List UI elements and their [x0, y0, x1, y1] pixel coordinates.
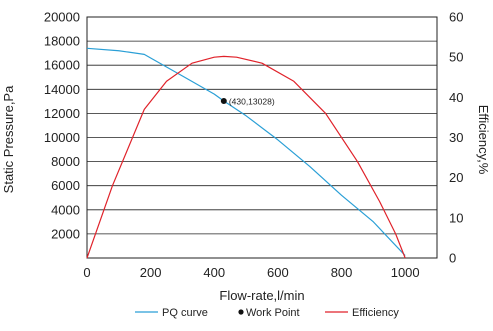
legend-efficiency-label: Efficiency: [352, 307, 399, 319]
work-point-marker: [220, 98, 227, 105]
y-tick-label: 12000: [44, 106, 80, 121]
y2-axis-label: Efficiency,%: [476, 105, 491, 175]
y2-tick-label: 20: [449, 170, 463, 185]
y2-tick-label: 60: [449, 10, 463, 25]
y-tick-label: 6000: [51, 178, 80, 193]
x-tick-label: 200: [140, 265, 162, 280]
y-tick-label: 20000: [44, 10, 80, 25]
y-tick-label: 18000: [44, 34, 80, 49]
x-tick-label: 800: [331, 265, 353, 280]
x-tick-label: 400: [203, 265, 225, 280]
y-tick-label: 8000: [51, 154, 80, 169]
legend: PQ curve Work Point Efficiency: [135, 307, 399, 319]
x-axis-label: Flow-rate,l/min: [219, 288, 304, 303]
y-tick-label: 16000: [44, 58, 80, 73]
y2-tick-label: 40: [449, 90, 463, 105]
x-tick-label: 600: [267, 265, 289, 280]
pq-curve-line: [86, 47, 406, 257]
label-layer: Flow-rate,l/min Static Pressure,Pa Effic…: [1, 85, 491, 303]
legend-work-point-marker: [238, 309, 244, 315]
y2-tick-label: 0: [449, 251, 456, 266]
grid-layer: [87, 16, 437, 235]
legend-work-point-label: Work Point: [246, 307, 300, 319]
tick-layer: 2000400060008000100001200014000160001800…: [44, 10, 464, 281]
efficiency-line: [86, 55, 406, 259]
y2-tick-label: 10: [449, 210, 463, 225]
y2-tick-label: 50: [449, 50, 463, 65]
plot-frame: [86, 16, 438, 259]
legend-pq-label: PQ curve: [162, 307, 208, 319]
x-tick-label: 1000: [391, 265, 420, 280]
y2-tick-label: 30: [449, 130, 463, 145]
y-tick-label: 10000: [44, 130, 80, 145]
y-tick-label: 4000: [51, 202, 80, 217]
y-axis-label: Static Pressure,Pa: [1, 85, 16, 193]
x-tick-label: 0: [83, 265, 90, 280]
y-tick-label: 2000: [51, 226, 80, 241]
work-point-label: (430,13028): [229, 97, 275, 107]
y-tick-label: 14000: [44, 82, 80, 97]
series-layer: (430,13028): [86, 47, 406, 259]
